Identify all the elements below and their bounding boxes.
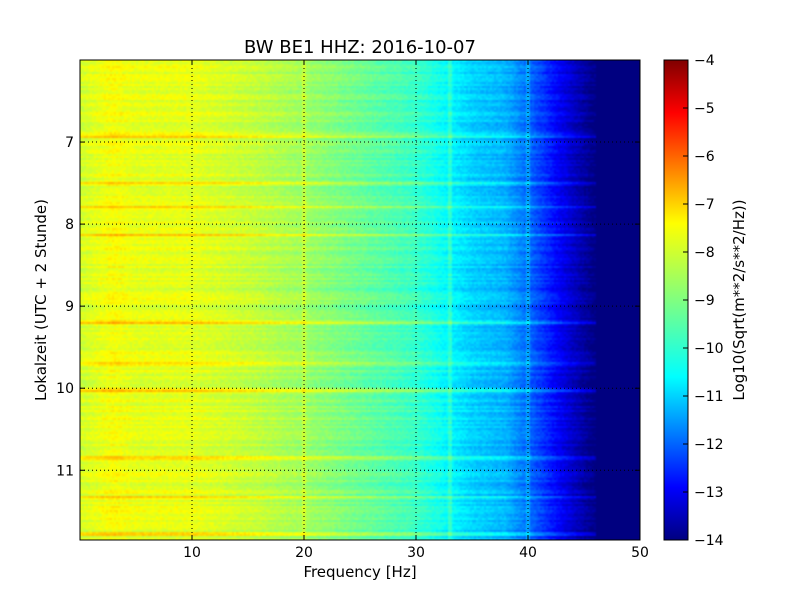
colorbar-tick-label: −7 [694, 197, 715, 213]
x-tick-label: 20 [295, 545, 313, 561]
y-tick-label: 10 [56, 381, 74, 397]
x-tick-label: 40 [519, 545, 537, 561]
y-axis-label: Lokalzeit (UTC + 2 Stunde) [32, 199, 50, 401]
colorbar-tick-label: −4 [694, 53, 715, 69]
colorbar-tick-label: −12 [694, 437, 724, 453]
colorbar-tick-label: −6 [694, 149, 715, 165]
plot-frame [79, 59, 641, 541]
colorbar-label: Log10(Sqrt(m**2/s**2/Hz)) [730, 199, 748, 400]
x-axis-label: Frequency [Hz] [303, 563, 416, 581]
colorbar-tick-label: −13 [694, 485, 724, 501]
colorbar-ticks: −4 −5 −6 −7 −8 −9 −10 −11 −12 −13 −14 [683, 53, 724, 549]
spectrogram-plot: 10 20 30 40 50 7 8 9 10 11 [56, 59, 649, 561]
colorbar-tick-label: −10 [694, 341, 724, 357]
grid-lines [80, 60, 640, 540]
x-tick-label: 10 [183, 545, 201, 561]
y-tick-label: 9 [65, 299, 74, 315]
colorbar: −4 −5 −6 −7 −8 −9 −10 −11 −12 −13 −14 Log10(Sqrt(m… [663, 53, 748, 549]
x-tick-label: 30 [407, 545, 425, 561]
x-tick-label: 50 [631, 545, 649, 561]
colorbar-tick-label: −5 [694, 101, 715, 117]
x-axis-ticks: 10 20 30 40 50 [183, 60, 649, 561]
y-tick-label: 8 [65, 217, 74, 233]
colorbar-tick-label: −9 [694, 293, 715, 309]
spectrogram-heatmap [80, 60, 640, 540]
colorbar-tick-label: −11 [694, 389, 724, 405]
colorbar-tick-label: −8 [694, 245, 715, 261]
y-tick-label: 11 [56, 463, 74, 479]
y-tick-label: 7 [65, 135, 74, 151]
y-axis-ticks: 7 8 9 10 11 [56, 135, 640, 479]
chart-title: BW BE1 HHZ: 2016-10-07 [244, 37, 476, 58]
colorbar-tick-label: −14 [694, 533, 724, 549]
